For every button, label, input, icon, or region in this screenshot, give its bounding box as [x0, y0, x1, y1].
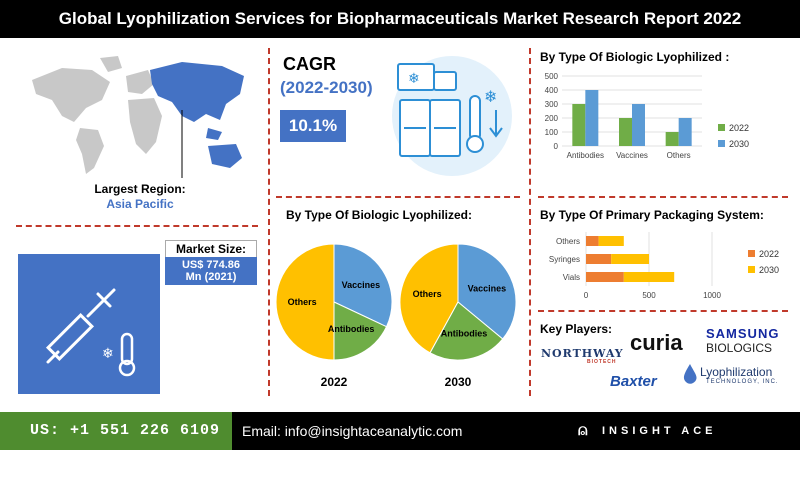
pie-label: Antibodies [328, 324, 375, 334]
y-tick-label: 400 [545, 86, 559, 95]
legend-label-2022: 2022 [759, 249, 779, 259]
bar-chart-top: 0 100 200 300 400 500 Antibodies Vaccines Others… [545, 72, 749, 160]
cagr-period: (2022-2030) [280, 78, 373, 97]
pie-section-title: By Type Of Biologic Lyophilized: [286, 208, 473, 222]
logo-baxter: Baxter [610, 373, 657, 390]
pie-label: Vaccines [342, 280, 381, 290]
bar-2022-syringes [586, 254, 612, 264]
divider-left [268, 48, 270, 396]
pie-slice-vaccines [333, 243, 393, 328]
pie-slice-antibodies [333, 301, 388, 361]
brand-logo-icon: ⍝ [578, 422, 588, 439]
pie-label: Vaccines [468, 283, 507, 293]
bar-2022-vials [586, 272, 624, 282]
bar-2022-others [665, 132, 679, 146]
pie-charts: Others Vaccines Antibodies 2022 Others Vaccin… [275, 243, 517, 389]
pie-year-label: 2030 [445, 375, 472, 389]
legend-label-2030: 2030 [759, 265, 779, 275]
bar-2030-vials [623, 272, 675, 282]
y-tick-label: Syringes [549, 255, 580, 264]
cagr-value: 10.1% [280, 110, 346, 142]
pie-slice-others [399, 243, 459, 354]
divider-right-h1 [538, 196, 788, 198]
divider-right [529, 48, 531, 396]
divider-left-h [16, 225, 258, 227]
legend-label-2030: 2030 [729, 139, 749, 149]
freezer-illustration: ❄ ❄ [392, 56, 512, 176]
cagr-label: CAGR [283, 54, 336, 74]
brand-text: INSIGHT ACE ANALYTIC [602, 425, 717, 475]
legend-swatch-2022 [748, 250, 755, 257]
y-tick-label: Vials [563, 273, 580, 282]
x-tick-label: Antibodies [567, 151, 604, 160]
market-size-value-1: US$ 774.86 [181, 259, 241, 271]
pie-label: Others [413, 289, 442, 299]
x-tick-label: Others [667, 151, 691, 160]
divider-center-h [276, 196, 520, 198]
market-size-label: Market Size: [165, 240, 257, 257]
logo-lyo-sub: TECHNOLOGY, INC. [706, 379, 779, 385]
y-tick-label: 0 [554, 142, 559, 151]
bar-2030-syringes [611, 254, 649, 264]
pie-label: Others [288, 297, 317, 307]
pie-slice-vaccines [457, 243, 517, 340]
logo-curia: curia [630, 330, 683, 355]
syringe-tile: ❄ [18, 254, 160, 394]
bar-2022-antibodies [572, 104, 586, 146]
svg-text:❄: ❄ [408, 71, 420, 87]
bar-2022-others [586, 236, 599, 246]
page-title: Global Lyophilization Services for Bioph… [0, 0, 800, 38]
pie-year-label: 2022 [321, 375, 348, 389]
largest-region-value: Asia Pacific [106, 197, 174, 211]
logo-northway-sub: BIOTECH [587, 359, 617, 365]
svg-text:❄: ❄ [484, 87, 497, 106]
bar-2030-others [598, 236, 624, 246]
logo-samsung: SAMSUNG [706, 326, 780, 341]
y-tick-label: Others [556, 237, 580, 246]
bar-2030-others [678, 118, 692, 146]
pie-slice-antibodies [429, 301, 504, 361]
divider-right-h2 [538, 310, 788, 312]
legend-swatch-2030 [748, 266, 755, 273]
market-size-card: Market Size: US$ 774.86 Mn (2021) [165, 240, 257, 292]
logo-lyo: Lyophilization [700, 365, 773, 379]
bar-2030-vaccines [632, 104, 645, 146]
pie-label: Antibodies [441, 328, 488, 338]
y-tick-label: 500 [545, 72, 559, 81]
y-tick-label: 200 [545, 114, 559, 123]
logo-samsung-sub: BIOLOGICS [706, 341, 773, 355]
legend-swatch-2030 [718, 140, 725, 147]
email-link[interactable]: Email: info@insightaceanalytic.com [232, 412, 562, 450]
y-tick-label: 100 [545, 128, 559, 137]
largest-region-label: Largest Region: [94, 182, 186, 196]
svg-text:❄: ❄ [102, 346, 114, 362]
bar-chart-bottom: 0 500 1000 Others Syringes Vials 2022 2030 [549, 232, 779, 300]
syringe-icon: ❄ [45, 288, 136, 377]
lyo-drop-icon [683, 364, 697, 384]
x-tick-label: 1000 [703, 291, 721, 300]
key-players-title: Key Players: [540, 322, 613, 336]
x-tick-label: 500 [642, 291, 656, 300]
phone-number[interactable]: US: +1 551 226 6109 [0, 412, 232, 450]
y-tick-label: 300 [545, 100, 559, 109]
market-size-value-2: Mn (2021) [185, 271, 237, 283]
world-map [32, 56, 244, 178]
pie-slice-others [275, 243, 335, 361]
legend-swatch-2022 [718, 124, 725, 131]
bar-bottom-title: By Type Of Primary Packaging System: [540, 208, 764, 222]
bar-2022-vaccines [619, 118, 632, 146]
bar-2030-antibodies [585, 90, 599, 146]
bar-top-title: By Type Of Biologic Lyophilized : [540, 50, 730, 64]
x-tick-label: Vaccines [616, 151, 648, 160]
legend-label-2022: 2022 [729, 123, 749, 133]
brand-name: ⍝ INSIGHT ACE ANALYTIC [562, 412, 800, 475]
logo-northway: NORTHWAY [541, 347, 624, 360]
x-tick-label: 0 [584, 291, 589, 300]
